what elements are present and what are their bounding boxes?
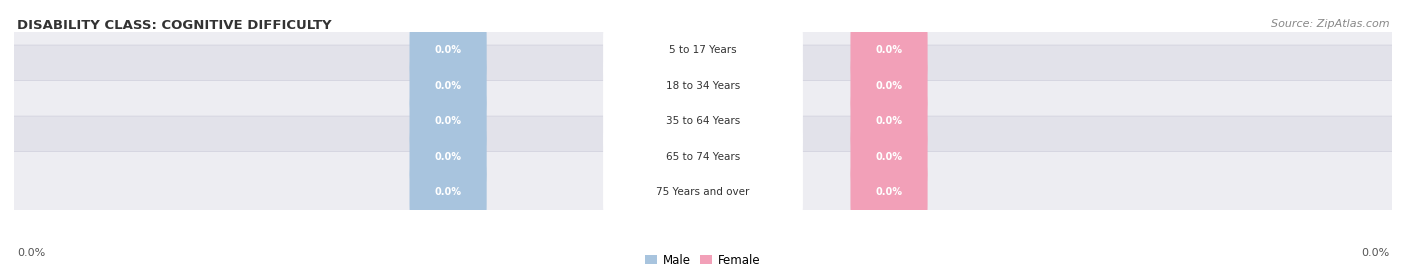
- Text: 0.0%: 0.0%: [434, 80, 461, 91]
- FancyBboxPatch shape: [409, 123, 486, 190]
- Text: 35 to 64 Years: 35 to 64 Years: [666, 116, 740, 126]
- FancyBboxPatch shape: [8, 152, 1398, 232]
- Text: 0.0%: 0.0%: [876, 116, 903, 126]
- Text: 0.0%: 0.0%: [434, 45, 461, 55]
- FancyBboxPatch shape: [603, 127, 803, 186]
- Text: 75 Years and over: 75 Years and over: [657, 187, 749, 197]
- FancyBboxPatch shape: [603, 162, 803, 222]
- Text: 0.0%: 0.0%: [876, 151, 903, 162]
- Text: 0.0%: 0.0%: [434, 151, 461, 162]
- FancyBboxPatch shape: [851, 17, 928, 83]
- FancyBboxPatch shape: [409, 52, 486, 119]
- FancyBboxPatch shape: [8, 116, 1398, 197]
- FancyBboxPatch shape: [603, 20, 803, 80]
- Text: Source: ZipAtlas.com: Source: ZipAtlas.com: [1271, 19, 1389, 29]
- Text: 5 to 17 Years: 5 to 17 Years: [669, 45, 737, 55]
- Text: 0.0%: 0.0%: [876, 45, 903, 55]
- FancyBboxPatch shape: [8, 45, 1398, 126]
- Text: 0.0%: 0.0%: [434, 116, 461, 126]
- FancyBboxPatch shape: [851, 123, 928, 190]
- Text: DISABILITY CLASS: COGNITIVE DIFFICULTY: DISABILITY CLASS: COGNITIVE DIFFICULTY: [17, 19, 332, 32]
- FancyBboxPatch shape: [409, 17, 486, 83]
- FancyBboxPatch shape: [409, 88, 486, 154]
- Text: 0.0%: 0.0%: [17, 248, 45, 258]
- Text: 0.0%: 0.0%: [434, 187, 461, 197]
- FancyBboxPatch shape: [8, 81, 1398, 161]
- FancyBboxPatch shape: [8, 10, 1398, 90]
- FancyBboxPatch shape: [851, 159, 928, 225]
- Text: 18 to 34 Years: 18 to 34 Years: [666, 80, 740, 91]
- FancyBboxPatch shape: [409, 159, 486, 225]
- Legend: Male, Female: Male, Female: [641, 249, 765, 269]
- Text: 65 to 74 Years: 65 to 74 Years: [666, 151, 740, 162]
- FancyBboxPatch shape: [603, 56, 803, 115]
- Text: 0.0%: 0.0%: [876, 187, 903, 197]
- Text: 0.0%: 0.0%: [1361, 248, 1389, 258]
- Text: 0.0%: 0.0%: [876, 80, 903, 91]
- FancyBboxPatch shape: [603, 91, 803, 151]
- FancyBboxPatch shape: [851, 88, 928, 154]
- FancyBboxPatch shape: [851, 52, 928, 119]
